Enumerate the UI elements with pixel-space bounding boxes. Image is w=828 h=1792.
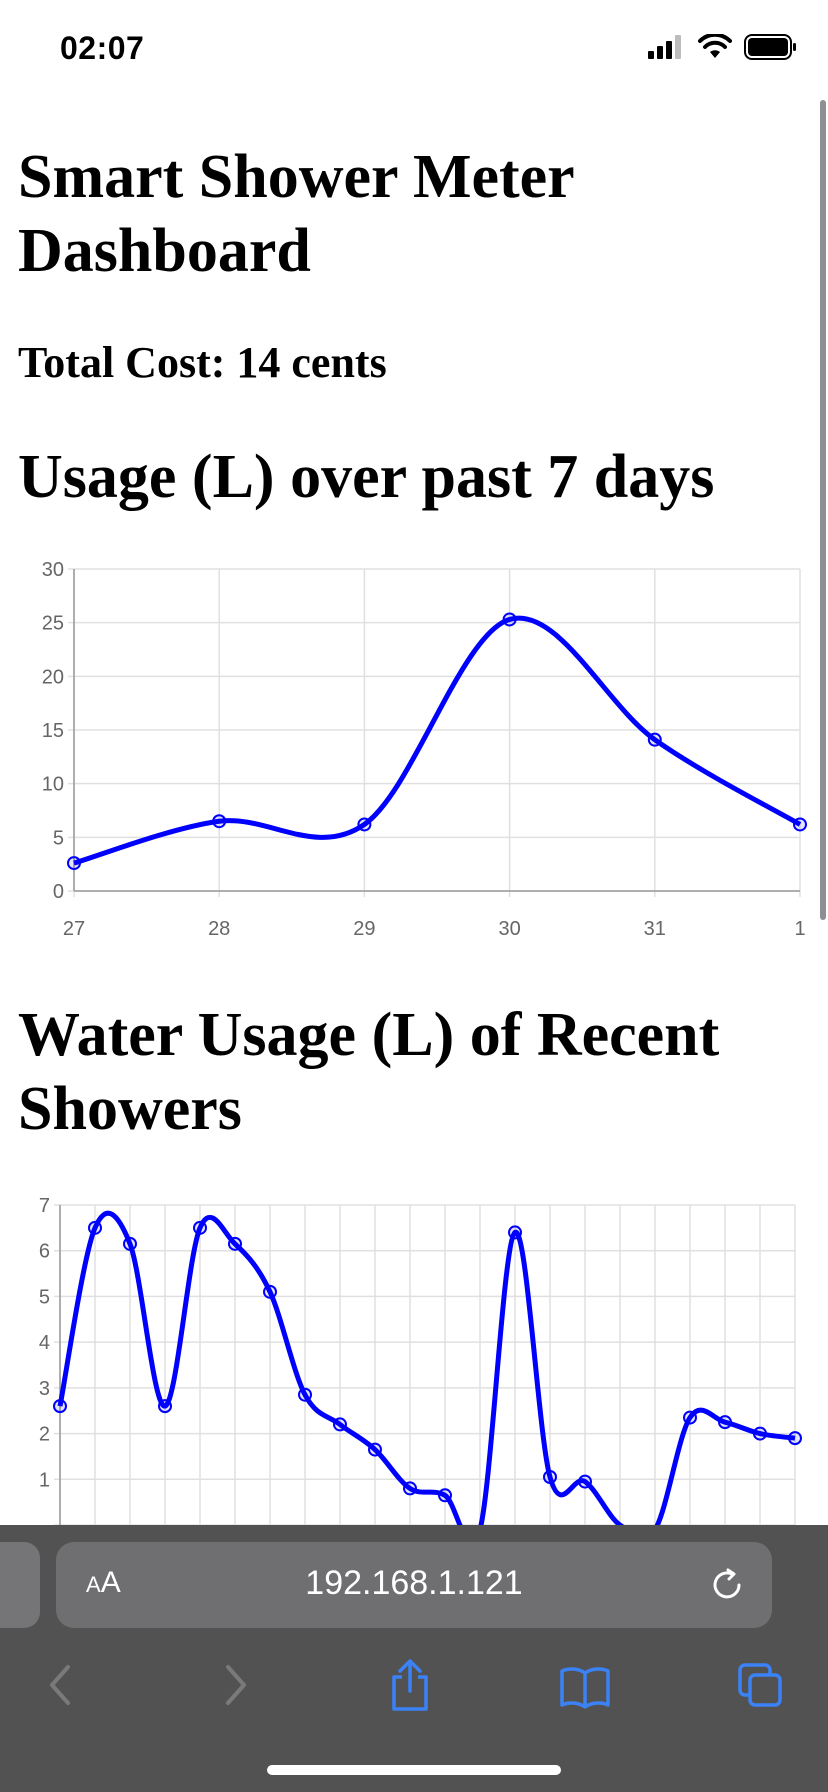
data-point — [718, 1415, 732, 1430]
data-point — [543, 1470, 557, 1484]
text-size-button[interactable]: AA — [86, 1566, 121, 1599]
data-point — [403, 1481, 417, 1496]
y-tick-label: 20 — [42, 666, 64, 688]
status-icons — [648, 34, 798, 60]
home-indicator — [267, 1765, 561, 1775]
reload-icon[interactable] — [708, 1566, 746, 1604]
data-point — [193, 1220, 207, 1235]
y-tick-label: 25 — [42, 613, 64, 635]
x-tick-label: 29 — [353, 918, 375, 940]
data-point — [438, 1488, 452, 1503]
cellular-signal-icon — [648, 35, 681, 59]
previous-tab-peek[interactable] — [0, 1542, 40, 1628]
data-point — [158, 1399, 172, 1414]
data-point — [263, 1284, 277, 1299]
y-tick-label: 3 — [39, 1378, 50, 1400]
x-tick-label: 30 — [498, 918, 520, 940]
total-cost: Total Cost: 14 cents — [18, 338, 387, 387]
y-tick-label: 10 — [42, 774, 64, 796]
data-point — [502, 612, 517, 627]
data-point — [753, 1426, 767, 1441]
status-time: 02:07 — [60, 30, 145, 66]
browser-toolbar — [0, 1655, 828, 1735]
data-point — [53, 1399, 67, 1414]
data-point — [578, 1474, 592, 1489]
page-scrollbar[interactable] — [820, 100, 826, 920]
y-tick-label: 30 — [42, 559, 64, 581]
y-tick-label: 6 — [39, 1241, 50, 1263]
page-title: Smart Shower Meter Dashboard — [18, 143, 574, 285]
recent-showers-title: Water Usage (L) of Recent Showers — [18, 1001, 720, 1143]
y-tick-label: 0 — [53, 881, 64, 903]
tabs-icon[interactable] — [736, 1655, 788, 1715]
data-point — [793, 817, 807, 832]
y-tick-label: 5 — [39, 1286, 50, 1308]
status-bar: 02:07 — [0, 0, 828, 100]
bookmarks-icon[interactable] — [558, 1655, 612, 1715]
y-tick-label: 7 — [39, 1195, 50, 1217]
data-point — [88, 1220, 102, 1235]
data-point — [683, 1410, 697, 1425]
x-tick-label: 31 — [644, 918, 666, 940]
forward-icon[interactable] — [216, 1655, 256, 1715]
y-tick-label: 4 — [39, 1332, 50, 1354]
data-point — [357, 817, 372, 832]
url-text[interactable]: 192.168.1.121 — [305, 1564, 523, 1602]
data-point — [508, 1225, 522, 1240]
data-point — [647, 732, 662, 747]
data-point — [298, 1387, 312, 1402]
y-tick-label: 1 — [39, 1469, 50, 1491]
data-point — [67, 856, 81, 871]
data-point — [788, 1431, 802, 1446]
address-bar[interactable]: AA 192.168.1.121 — [56, 1542, 772, 1628]
page-content: Smart Shower Meter Dashboard Total Cost:… — [18, 140, 808, 388]
series-line — [57, 1210, 796, 1525]
y-tick-label: 2 — [39, 1424, 50, 1446]
wifi-icon — [698, 34, 732, 58]
x-tick-label: 28 — [208, 918, 230, 940]
series-line — [73, 615, 802, 866]
battery-icon — [744, 34, 796, 60]
data-point — [212, 814, 227, 829]
data-point — [123, 1236, 137, 1251]
data-point — [368, 1442, 382, 1457]
weekly-usage-chart: 0 5 10 15 20 25 30 27 28 29 30 31 1 — [42, 559, 807, 940]
share-icon[interactable] — [386, 1655, 434, 1715]
weekly-usage-title: Usage (L) over past 7 days — [18, 443, 715, 511]
recent-showers-chart: 1 2 3 4 5 6 7 — [39, 1195, 802, 1525]
x-tick-label: 1 — [794, 918, 805, 940]
y-tick-label: 15 — [42, 720, 64, 742]
x-tick-label: 27 — [63, 918, 85, 940]
data-point — [228, 1236, 242, 1251]
y-tick-label: 5 — [53, 827, 64, 849]
browser-bottom-bar: AA 192.168.1.121 — [0, 1525, 828, 1792]
back-icon[interactable] — [40, 1655, 80, 1715]
data-point — [333, 1417, 347, 1432]
